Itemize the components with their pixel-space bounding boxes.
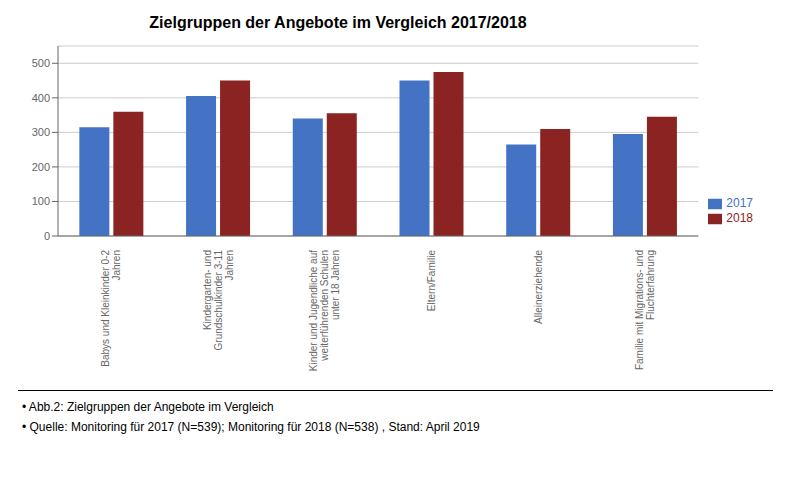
html-text:Zielgruppen der Angebote im Ve: Zielgruppen der Angebote im Vergleich 20… <box>149 14 527 31</box>
html-text:• Quelle: Monitoring für 2017: • Quelle: Monitoring für 2017 (N=539); M… <box>22 420 480 434</box>
svg-text:Familie mit Migrations- undFlu: Familie mit Migrations- undFluchterfahru… <box>634 250 656 370</box>
svg-text:Kindergarten- undGrundschulkin: Kindergarten- undGrundschulkinder 3-11Ja… <box>202 250 235 351</box>
svg-text:200: 200 <box>32 161 50 173</box>
svg-text:400: 400 <box>32 92 50 104</box>
html-text:2018: 2018 <box>726 211 753 225</box>
svg-text:Alleinerziehende: Alleinerziehende <box>533 250 544 324</box>
svg-text:Eltern/Familie: Eltern/Familie <box>426 250 437 312</box>
svg-text:Babys und Kleinkinder 0-2Jahre: Babys und Kleinkinder 0-2Jahren <box>100 250 122 367</box>
svg-text:100: 100 <box>32 195 50 207</box>
html-text:2017: 2017 <box>726 196 753 211</box>
svg-text:Kinder und Jugendliche aufweit: Kinder und Jugendliche aufweiterführende… <box>308 250 341 371</box>
svg-text:500: 500 <box>32 57 50 69</box>
svg-text:300: 300 <box>32 126 50 138</box>
svg-text:0: 0 <box>44 230 50 242</box>
html-text:• Abb.2: Zielgruppen der Angeb: • Abb.2: Zielgruppen der Angebote im Ver… <box>22 400 274 414</box>
